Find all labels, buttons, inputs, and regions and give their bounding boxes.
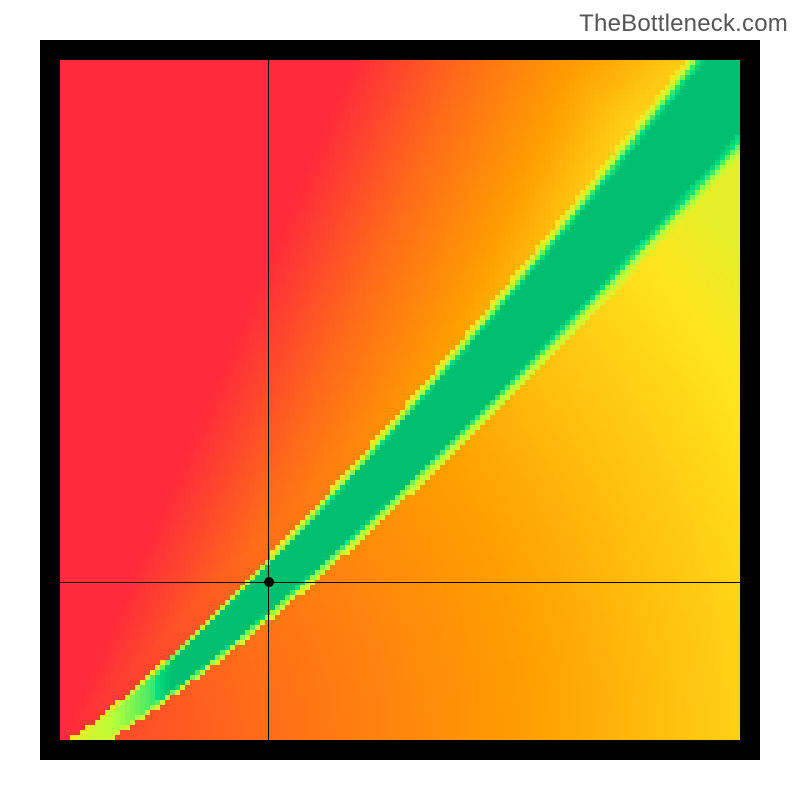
marker-dot: [264, 577, 274, 587]
watermark-text: TheBottleneck.com: [579, 10, 788, 38]
plot-frame: [40, 40, 760, 760]
heatmap-canvas: [60, 60, 740, 740]
plot-area: [60, 60, 740, 740]
chart-container: TheBottleneck.com: [0, 0, 800, 800]
